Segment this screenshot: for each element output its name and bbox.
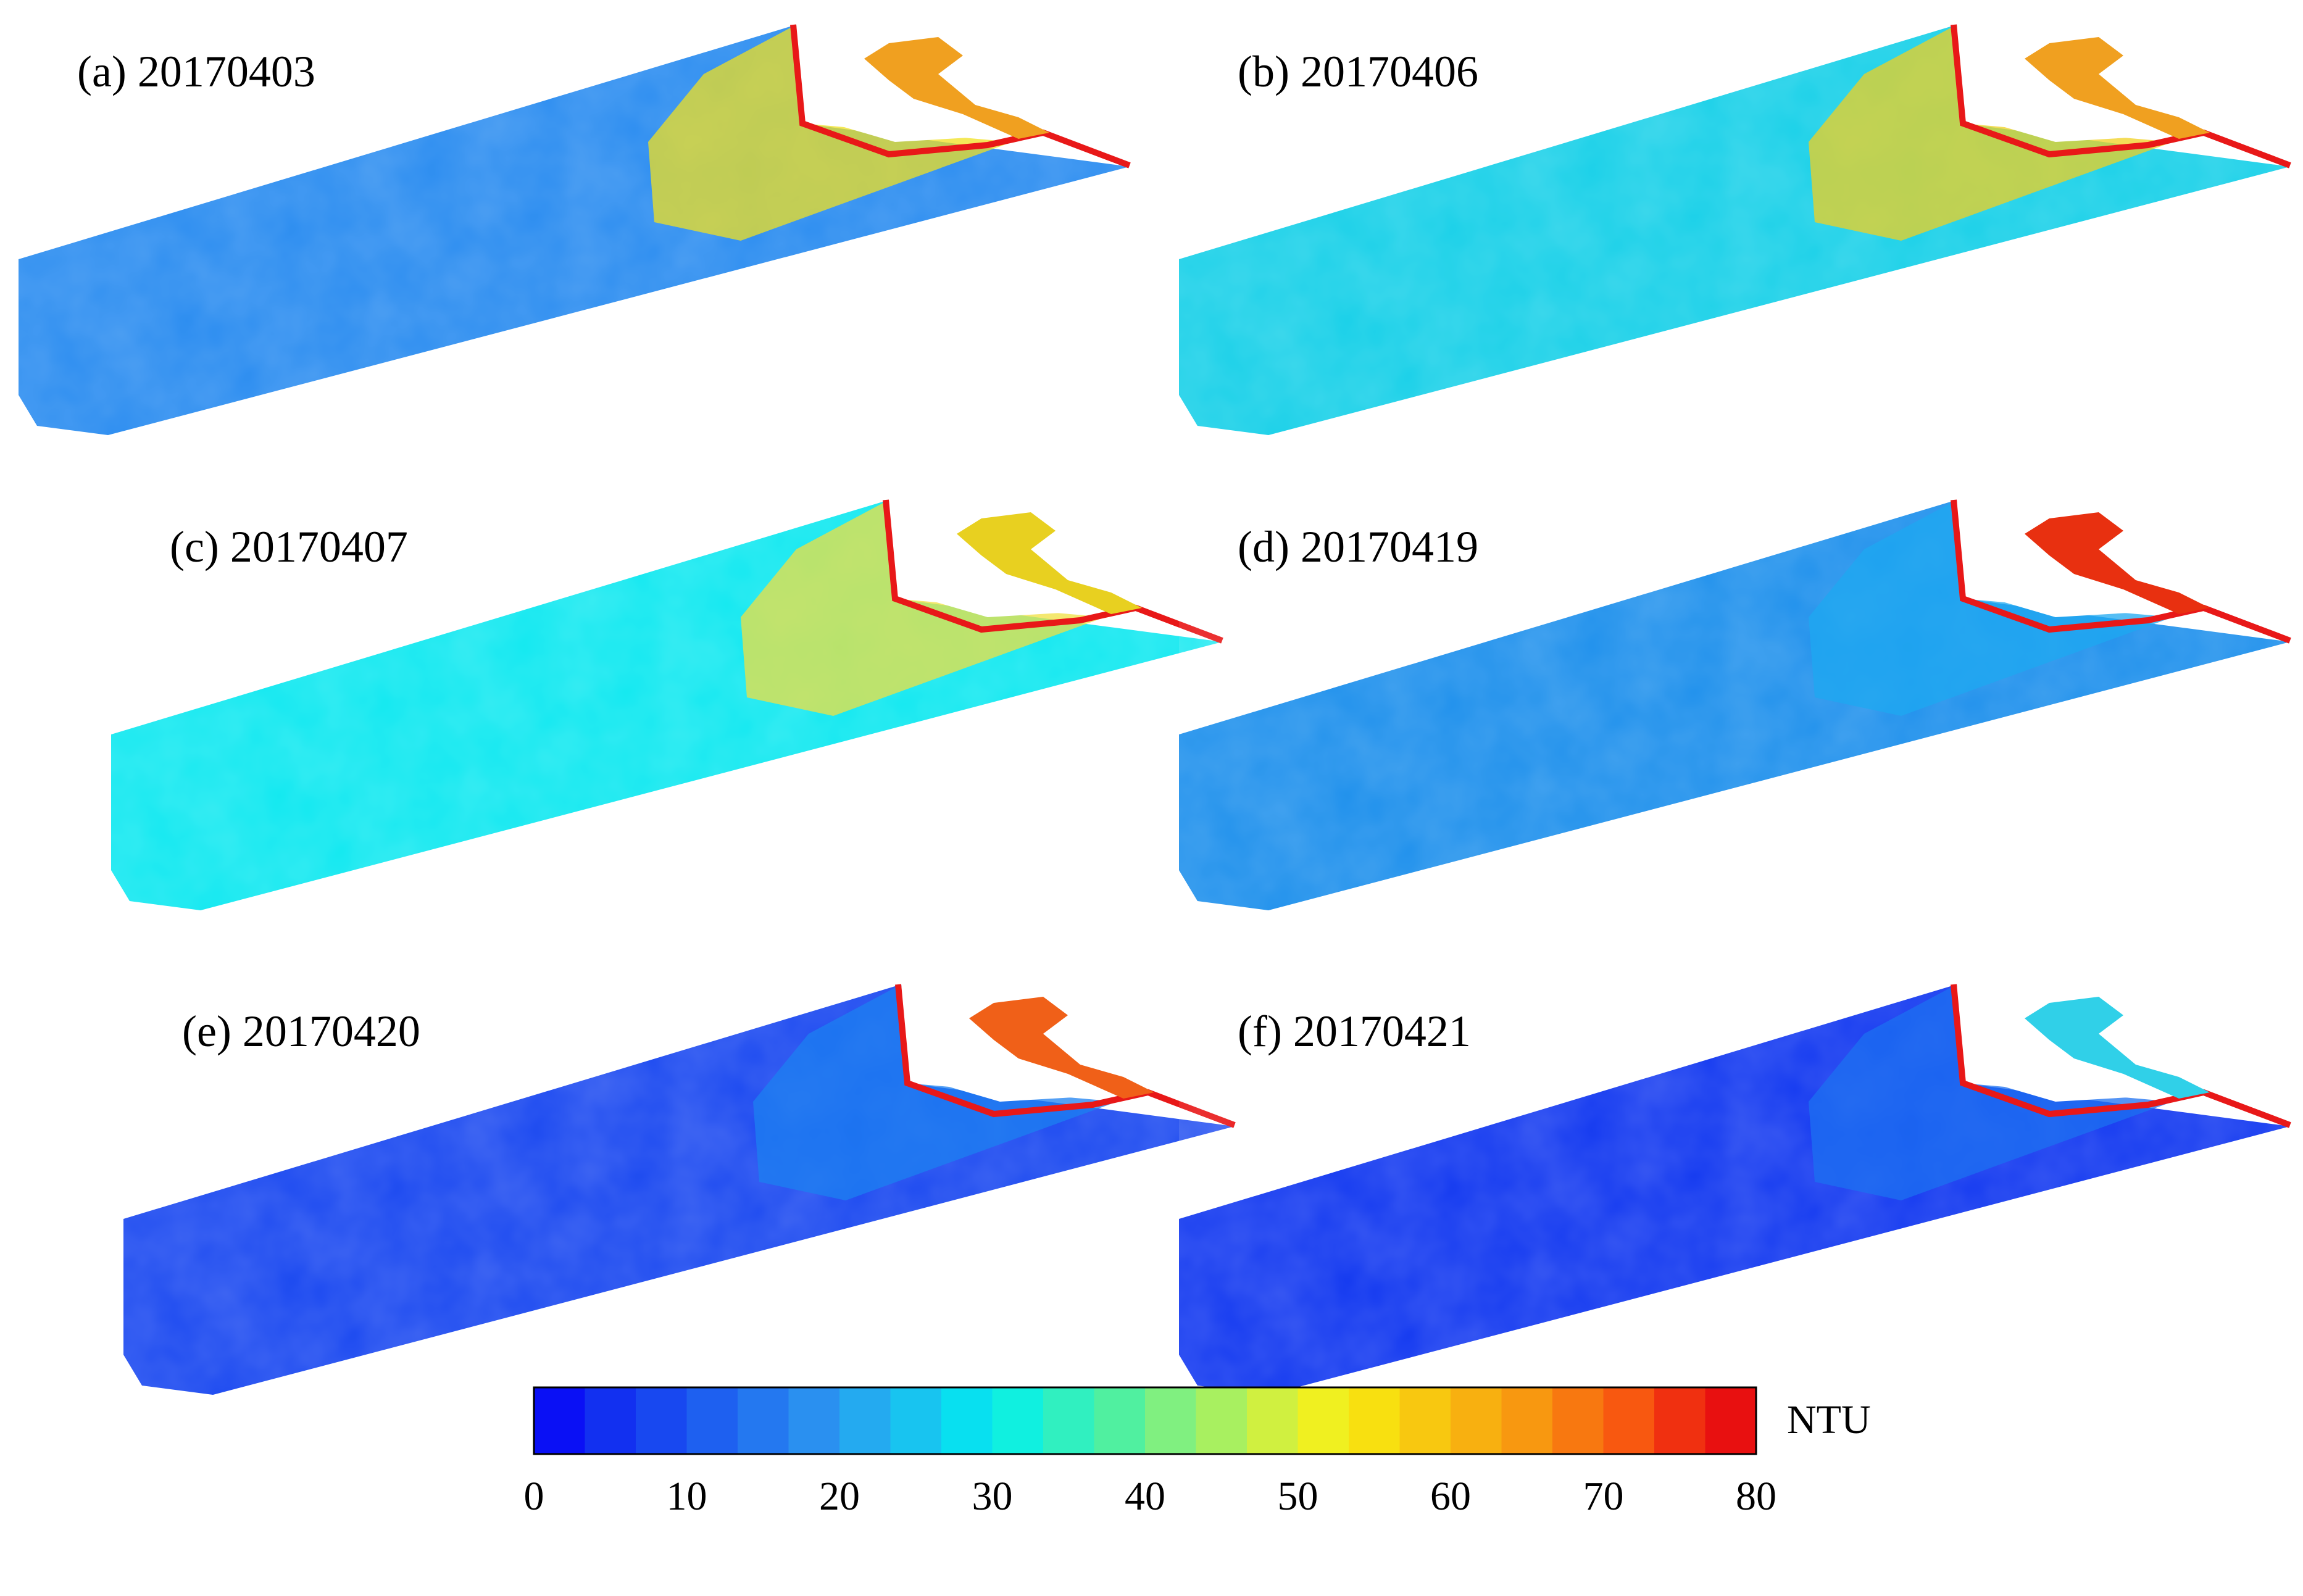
- colorbar-tick-labels: 0 10 20 30 40 50 60 70 80: [524, 1474, 1777, 1519]
- panel-label: (c) 20170407: [170, 522, 408, 571]
- colorbar-legend: 0 10 20 30 40 50 60 70 80 NTU: [524, 1386, 1871, 1519]
- lagoon: [2025, 997, 2210, 1099]
- colorbar-swatch: [1705, 1387, 1757, 1454]
- colorbar-tick-label: 20: [819, 1474, 860, 1519]
- coastline-edge: [790, 24, 1131, 168]
- coastline-edge: [883, 499, 1223, 644]
- panel-label: (a) 20170403: [77, 47, 315, 96]
- swath-texture: [19, 25, 1130, 435]
- colorbar-swatch: [1043, 1387, 1095, 1454]
- colorbar-swatch: [890, 1387, 942, 1454]
- colorbar-swatch: [585, 1387, 636, 1454]
- colorbar-tick-label: 80: [1736, 1474, 1776, 1519]
- lagoon: [864, 37, 1049, 139]
- coastline-edge: [895, 984, 1236, 1128]
- colorbar-swatch: [534, 1387, 586, 1454]
- colorbar-tick-label: 70: [1583, 1474, 1624, 1519]
- colorbar-swatch: [686, 1387, 738, 1454]
- colorbar-swatch: [636, 1387, 688, 1454]
- colorbar-swatch: [1247, 1387, 1299, 1454]
- map-panels: (a) 20170403 (b) 20170406 (c) 20170407 (d) …: [19, 24, 2291, 1395]
- colorbar-frame: [533, 1386, 1757, 1455]
- colorbar-swatch: [1196, 1387, 1247, 1454]
- coastline-edge: [1951, 24, 2291, 168]
- swath-texture: [111, 500, 1222, 910]
- panel-label: (d) 20170419: [1238, 522, 1478, 571]
- map-panel: (e) 20170420: [123, 984, 1236, 1395]
- colorbar-swatch: [1145, 1387, 1197, 1454]
- swath-texture: [1179, 500, 2290, 910]
- map-panel: (c) 20170407: [111, 499, 1223, 910]
- panel-label: (b) 20170406: [1238, 47, 1478, 96]
- colorbar-swatch: [1654, 1387, 1706, 1454]
- colorbar-swatch: [1603, 1387, 1655, 1454]
- colorbar-swatch: [788, 1387, 840, 1454]
- colorbar-swatch: [1451, 1387, 1502, 1454]
- colorbar-swatch: [992, 1387, 1044, 1454]
- colorbar-swatch: [1399, 1387, 1451, 1454]
- swath-texture: [1179, 25, 2290, 435]
- lagoon: [2025, 512, 2210, 614]
- colorbar-tick-label: 40: [1125, 1474, 1165, 1519]
- map-panel: (d) 20170419: [1179, 499, 2291, 910]
- coastline-edge: [1951, 499, 2291, 644]
- colorbar-tick-label: 10: [667, 1474, 707, 1519]
- panel-label: (f) 20170421: [1238, 1007, 1471, 1056]
- map-panel: (b) 20170406: [1179, 24, 2291, 435]
- colorbar-swatch: [1094, 1387, 1146, 1454]
- colorbar-swatch: [1297, 1387, 1349, 1454]
- coastline-edge: [1951, 984, 2291, 1128]
- map-panel: (f) 20170421: [1179, 984, 2291, 1395]
- colorbar-swatch: [1501, 1387, 1553, 1454]
- colorbar-tick-label: 30: [972, 1474, 1013, 1519]
- swath-texture: [123, 984, 1235, 1395]
- colorbar-swatch: [1349, 1387, 1401, 1454]
- lagoon: [957, 512, 1142, 614]
- lagoon: [2025, 37, 2210, 139]
- colorbar-tick-label: 50: [1278, 1474, 1318, 1519]
- colorbar-tick-label: 60: [1430, 1474, 1471, 1519]
- lagoon: [969, 997, 1154, 1099]
- panel-label: (e) 20170420: [182, 1007, 420, 1056]
- swath-texture: [1179, 984, 2290, 1395]
- colorbar-swatches: [534, 1387, 1757, 1454]
- colorbar-swatch: [1552, 1387, 1604, 1454]
- map-panel: (a) 20170403: [19, 24, 1131, 435]
- colorbar-swatch: [738, 1387, 789, 1454]
- colorbar-swatch: [941, 1387, 993, 1454]
- colorbar-swatch: [839, 1387, 891, 1454]
- colorbar-unit-label: NTU: [1787, 1397, 1871, 1442]
- colorbar-tick-label: 0: [524, 1474, 544, 1519]
